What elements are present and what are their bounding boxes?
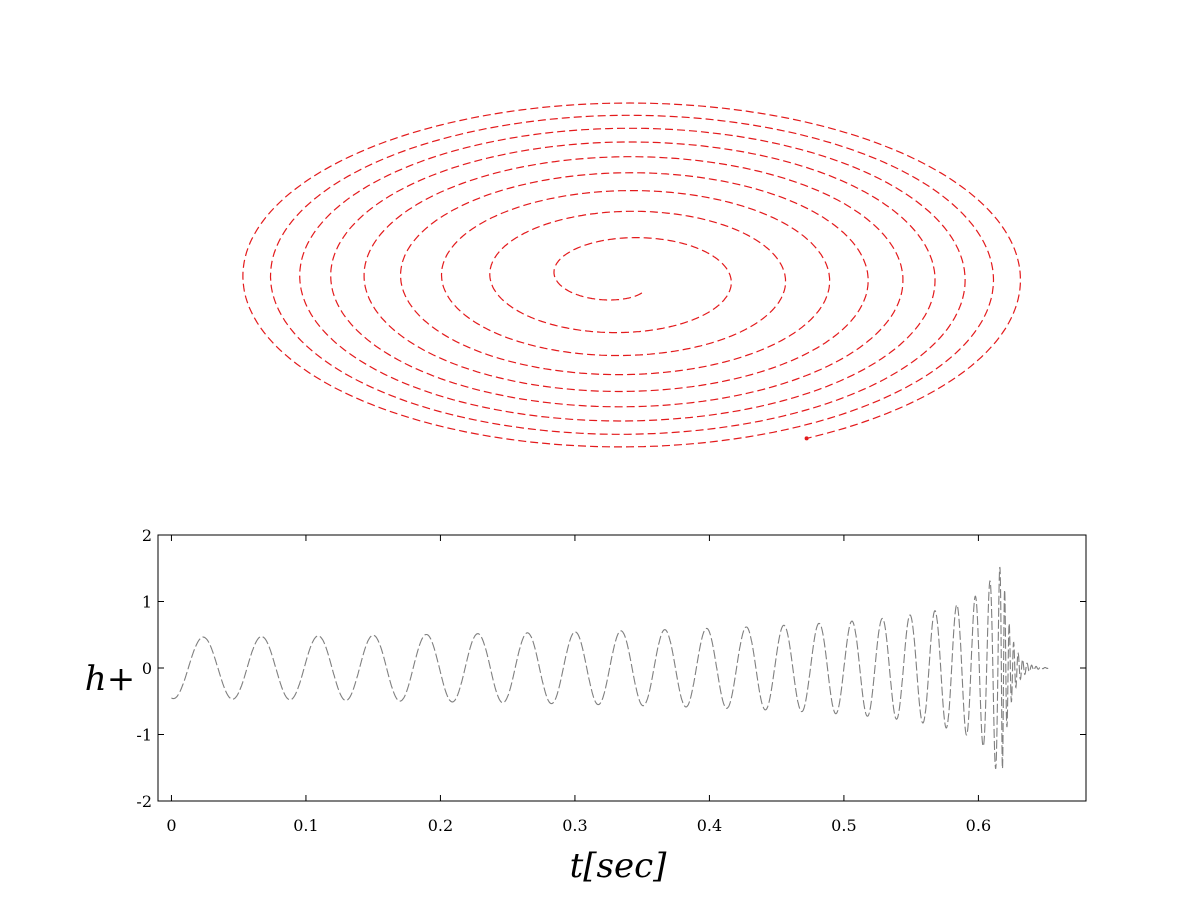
orbit-spiral-line — [242, 102, 1021, 448]
x-tick-label: 0.5 — [831, 816, 856, 835]
waveform-chart: 0 0.1 0.2 0.3 0.4 0.5 0.6 2 1 0 -1 -2 t[sec] h+ — [85, 526, 1087, 886]
y-tick-label: 0 — [142, 659, 152, 678]
x-tick-label: 0.3 — [562, 816, 587, 835]
y-tick-label: -2 — [136, 792, 152, 811]
x-axis-label: t[sec] — [570, 846, 668, 886]
x-tick-label: 0.1 — [293, 816, 318, 835]
y-axis-label: h+ — [85, 659, 135, 699]
x-axis-ticks: 0 0.1 0.2 0.3 0.4 0.5 0.6 — [166, 535, 991, 835]
x-tick-label: 0.2 — [428, 816, 453, 835]
y-axis-ticks: 2 1 0 -1 -2 — [136, 526, 1086, 811]
x-tick-label: 0.4 — [697, 816, 722, 835]
orbit-spiral-chart — [242, 102, 1021, 448]
plot-frame — [157, 534, 1087, 802]
x-tick-label: 0.6 — [966, 816, 991, 835]
x-tick-label: 0 — [166, 816, 176, 835]
waveform-line — [171, 566, 1049, 769]
y-tick-label: 1 — [142, 593, 152, 612]
y-tick-label: 2 — [142, 526, 152, 545]
orbit-end-marker — [804, 436, 809, 441]
y-tick-label: -1 — [136, 726, 152, 745]
